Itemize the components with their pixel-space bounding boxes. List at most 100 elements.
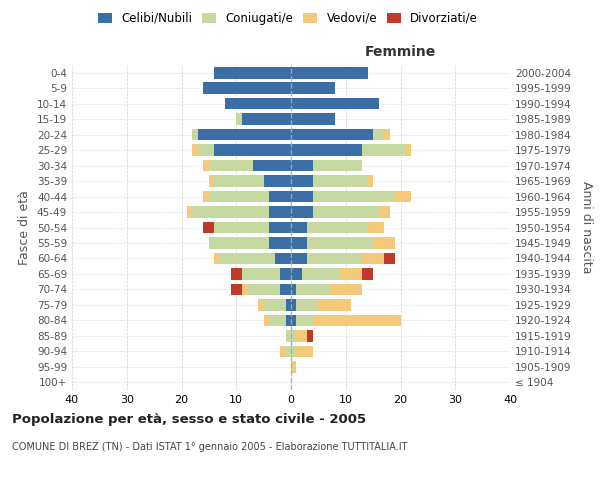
- Bar: [258, 299, 263, 310]
- Bar: [242, 114, 291, 125]
- Bar: [313, 190, 395, 202]
- Bar: [214, 144, 291, 156]
- Bar: [291, 82, 335, 94]
- Bar: [291, 284, 296, 295]
- Text: Popolazione per età, sesso e stato civile - 2005: Popolazione per età, sesso e stato civil…: [12, 412, 366, 426]
- Bar: [291, 222, 307, 234]
- Bar: [226, 98, 291, 110]
- Bar: [313, 176, 368, 187]
- Bar: [291, 206, 313, 218]
- Bar: [362, 144, 406, 156]
- Bar: [373, 129, 384, 140]
- Bar: [291, 268, 302, 280]
- Bar: [203, 160, 209, 172]
- Bar: [286, 314, 291, 326]
- Bar: [198, 129, 291, 140]
- Legend: Celibi/Nubili, Coniugati/e, Vedovi/e, Divorziati/e: Celibi/Nubili, Coniugati/e, Vedovi/e, Di…: [94, 8, 482, 28]
- Bar: [214, 67, 291, 78]
- Bar: [193, 206, 269, 218]
- Bar: [269, 190, 291, 202]
- Bar: [193, 129, 198, 140]
- Bar: [307, 237, 373, 249]
- Bar: [368, 222, 384, 234]
- Bar: [384, 252, 395, 264]
- Bar: [203, 222, 214, 234]
- Bar: [263, 176, 291, 187]
- Bar: [203, 82, 291, 94]
- Bar: [242, 268, 280, 280]
- Bar: [280, 268, 291, 280]
- Bar: [291, 160, 313, 172]
- Bar: [253, 160, 291, 172]
- Bar: [291, 190, 313, 202]
- Bar: [291, 67, 368, 78]
- Bar: [307, 252, 362, 264]
- Bar: [209, 190, 269, 202]
- Bar: [313, 206, 379, 218]
- Bar: [379, 206, 389, 218]
- Bar: [291, 144, 362, 156]
- Bar: [280, 284, 291, 295]
- Bar: [307, 330, 313, 342]
- Bar: [269, 237, 291, 249]
- Bar: [296, 330, 307, 342]
- Bar: [406, 144, 412, 156]
- Bar: [220, 252, 275, 264]
- Bar: [362, 252, 384, 264]
- Bar: [291, 98, 379, 110]
- Bar: [291, 361, 296, 372]
- Bar: [209, 176, 214, 187]
- Bar: [280, 346, 286, 357]
- Bar: [198, 144, 214, 156]
- Bar: [395, 190, 412, 202]
- Bar: [373, 237, 395, 249]
- Bar: [291, 176, 313, 187]
- Bar: [291, 129, 373, 140]
- Text: Femmine: Femmine: [365, 44, 436, 59]
- Text: COMUNE DI BREZ (TN) - Dati ISTAT 1° gennaio 2005 - Elaborazione TUTTITALIA.IT: COMUNE DI BREZ (TN) - Dati ISTAT 1° genn…: [12, 442, 407, 452]
- Bar: [263, 299, 286, 310]
- Bar: [296, 299, 319, 310]
- Bar: [231, 284, 242, 295]
- Bar: [269, 314, 286, 326]
- Y-axis label: Anni di nascita: Anni di nascita: [580, 181, 593, 274]
- Bar: [236, 114, 242, 125]
- Bar: [340, 268, 362, 280]
- Bar: [269, 206, 291, 218]
- Bar: [296, 314, 313, 326]
- Bar: [291, 299, 296, 310]
- Bar: [214, 252, 220, 264]
- Bar: [291, 314, 296, 326]
- Bar: [291, 330, 296, 342]
- Bar: [275, 252, 291, 264]
- Bar: [291, 237, 307, 249]
- Bar: [291, 252, 307, 264]
- Bar: [291, 346, 296, 357]
- Bar: [214, 176, 263, 187]
- Bar: [362, 268, 373, 280]
- Bar: [187, 206, 193, 218]
- Y-axis label: Fasce di età: Fasce di età: [19, 190, 31, 265]
- Bar: [319, 299, 351, 310]
- Bar: [193, 144, 198, 156]
- Bar: [384, 129, 389, 140]
- Bar: [302, 268, 340, 280]
- Bar: [307, 222, 368, 234]
- Bar: [368, 176, 373, 187]
- Bar: [313, 160, 362, 172]
- Bar: [329, 284, 362, 295]
- Bar: [247, 284, 280, 295]
- Bar: [242, 284, 247, 295]
- Bar: [269, 222, 291, 234]
- Bar: [286, 330, 291, 342]
- Bar: [203, 190, 209, 202]
- Bar: [214, 222, 269, 234]
- Bar: [296, 346, 313, 357]
- Bar: [313, 314, 401, 326]
- Bar: [209, 237, 269, 249]
- Bar: [286, 346, 291, 357]
- Bar: [231, 268, 242, 280]
- Bar: [209, 160, 253, 172]
- Bar: [286, 299, 291, 310]
- Bar: [263, 314, 269, 326]
